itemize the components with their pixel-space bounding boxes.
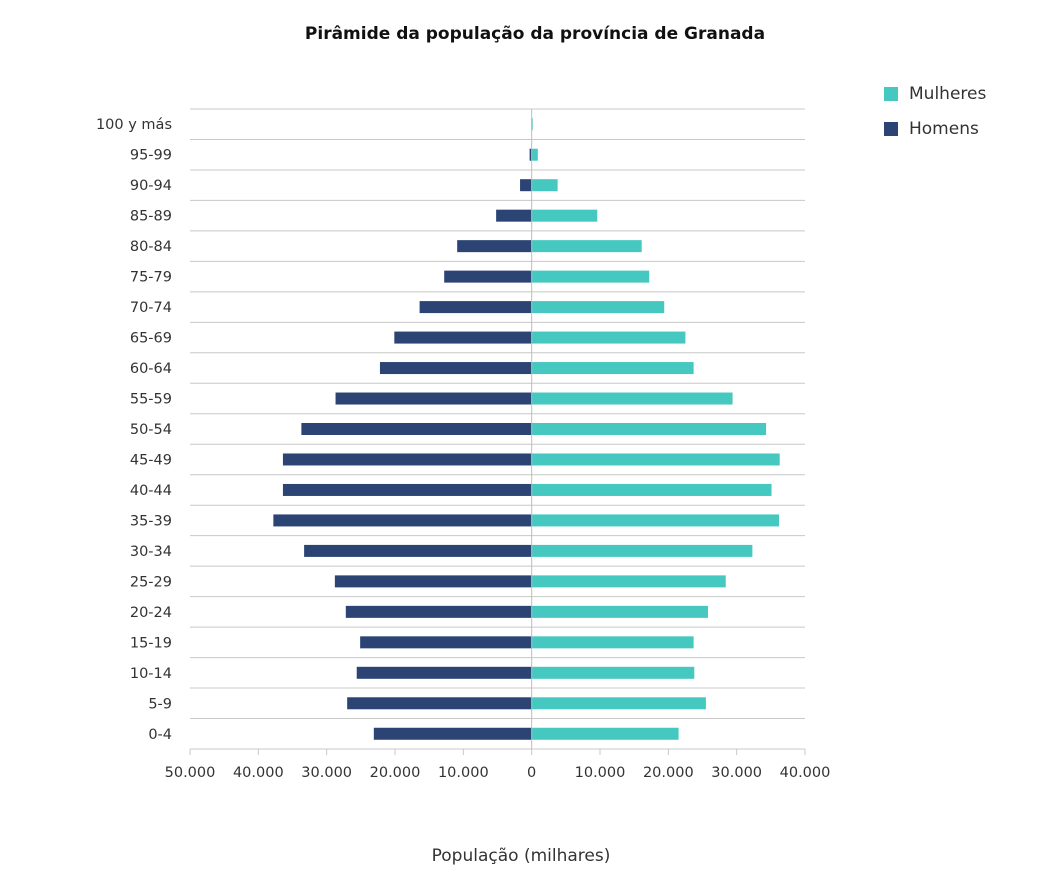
bar-mulheres bbox=[531, 148, 538, 161]
x-tick-label: 20.000 bbox=[643, 765, 694, 781]
x-tick-label: 10.000 bbox=[438, 765, 489, 781]
y-tick-label: 60-64 bbox=[130, 361, 172, 377]
bar-homens bbox=[301, 423, 532, 435]
y-tick-label: 65-69 bbox=[130, 331, 172, 347]
legend-item-homens: Homens bbox=[884, 111, 986, 146]
bar-homens bbox=[347, 697, 532, 710]
chart-title: Pirâmide da população da província de Gr… bbox=[304, 24, 766, 44]
bar-homens bbox=[379, 362, 532, 375]
y-tick-label: 5-9 bbox=[148, 696, 172, 712]
x-tick-label: 50.000 bbox=[165, 765, 216, 781]
bar-homens bbox=[273, 514, 532, 527]
x-tick-label: 20.000 bbox=[370, 765, 421, 781]
y-tick-label: 30-34 bbox=[130, 544, 172, 560]
legend-label-mulheres: Mulheres bbox=[909, 83, 987, 104]
bar-mulheres bbox=[531, 697, 706, 710]
y-tick-label: 80-84 bbox=[130, 239, 172, 255]
legend-swatch-mulheres bbox=[884, 86, 898, 101]
y-tick-label: 35-39 bbox=[130, 513, 172, 529]
y-tick-label: 10-14 bbox=[130, 666, 172, 682]
bar-homens bbox=[282, 453, 532, 466]
x-tick-label: 40.000 bbox=[780, 765, 831, 781]
x-tick-label: 30.000 bbox=[301, 765, 352, 781]
bar-mulheres bbox=[531, 179, 558, 192]
bar-mulheres bbox=[531, 118, 533, 131]
bar-mulheres bbox=[531, 483, 772, 496]
bar-homens bbox=[373, 727, 532, 740]
bar-mulheres bbox=[531, 423, 767, 435]
bar-homens bbox=[520, 179, 532, 192]
y-tick-label: 0-4 bbox=[148, 727, 172, 743]
y-tick-label: 50-54 bbox=[130, 422, 172, 438]
bar-mulheres bbox=[531, 362, 694, 375]
x-tick-label: 40.000 bbox=[233, 765, 284, 781]
bar-homens bbox=[394, 331, 532, 344]
x-tick-label: 30.000 bbox=[711, 765, 762, 781]
bar-homens bbox=[334, 575, 532, 588]
bar-mulheres bbox=[531, 544, 753, 557]
bar-homens bbox=[360, 636, 532, 649]
bar-mulheres bbox=[531, 636, 694, 649]
bar-homens bbox=[282, 483, 532, 496]
y-tick-label: 45-49 bbox=[130, 452, 172, 468]
bar-mulheres bbox=[531, 727, 679, 740]
bar-mulheres bbox=[531, 209, 598, 222]
bar-homens bbox=[335, 392, 532, 405]
bar-homens bbox=[345, 605, 532, 618]
bar-homens bbox=[529, 148, 532, 161]
y-tick-label: 15-19 bbox=[130, 635, 172, 651]
bar-mulheres bbox=[531, 270, 650, 283]
bar-mulheres bbox=[531, 240, 642, 253]
bar-homens bbox=[496, 209, 532, 222]
y-tick-label: 100 y más bbox=[96, 117, 172, 133]
bar-mulheres bbox=[531, 666, 695, 679]
bar-mulheres bbox=[531, 331, 686, 344]
bar-mulheres bbox=[531, 605, 708, 618]
y-tick-label: 85-89 bbox=[130, 209, 172, 225]
legend-item-mulheres: Mulheres bbox=[884, 76, 986, 111]
y-tick-label: 20-24 bbox=[130, 605, 172, 621]
x-tick-label: 0 bbox=[527, 765, 536, 781]
y-tick-label: 95-99 bbox=[130, 148, 172, 164]
bar-mulheres bbox=[531, 575, 726, 588]
x-tick-label: 10.000 bbox=[575, 765, 626, 781]
y-tick-label: 75-79 bbox=[130, 270, 172, 286]
legend-label-homens: Homens bbox=[909, 118, 979, 139]
y-tick-label: 90-94 bbox=[130, 178, 172, 194]
bar-mulheres bbox=[531, 392, 733, 405]
y-tick-label: 25-29 bbox=[130, 574, 172, 590]
bar-mulheres bbox=[531, 453, 780, 466]
x-axis-label: População (milhares) bbox=[431, 846, 611, 866]
bar-homens bbox=[419, 301, 532, 314]
chart-legend: Mulheres Homens bbox=[884, 76, 986, 146]
bar-homens bbox=[304, 544, 532, 557]
bar-homens bbox=[356, 666, 532, 679]
bar-homens bbox=[444, 270, 532, 283]
y-tick-label: 40-44 bbox=[130, 483, 172, 499]
y-tick-label: 55-59 bbox=[130, 392, 172, 408]
bar-homens bbox=[457, 240, 532, 253]
bar-mulheres bbox=[531, 514, 780, 527]
bar-mulheres bbox=[531, 301, 665, 314]
legend-swatch-homens bbox=[884, 121, 898, 136]
y-tick-label: 70-74 bbox=[130, 300, 172, 316]
